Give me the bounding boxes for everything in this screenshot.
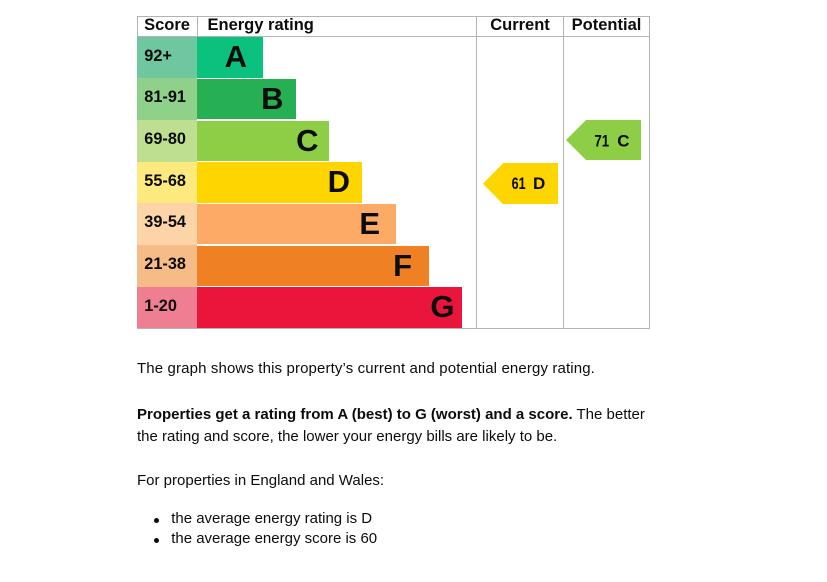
svg-text:61: 61 (512, 173, 526, 192)
svg-text:71: 71 (594, 131, 609, 150)
svg-text:C: C (617, 131, 629, 150)
svg-text:D: D (533, 173, 545, 192)
